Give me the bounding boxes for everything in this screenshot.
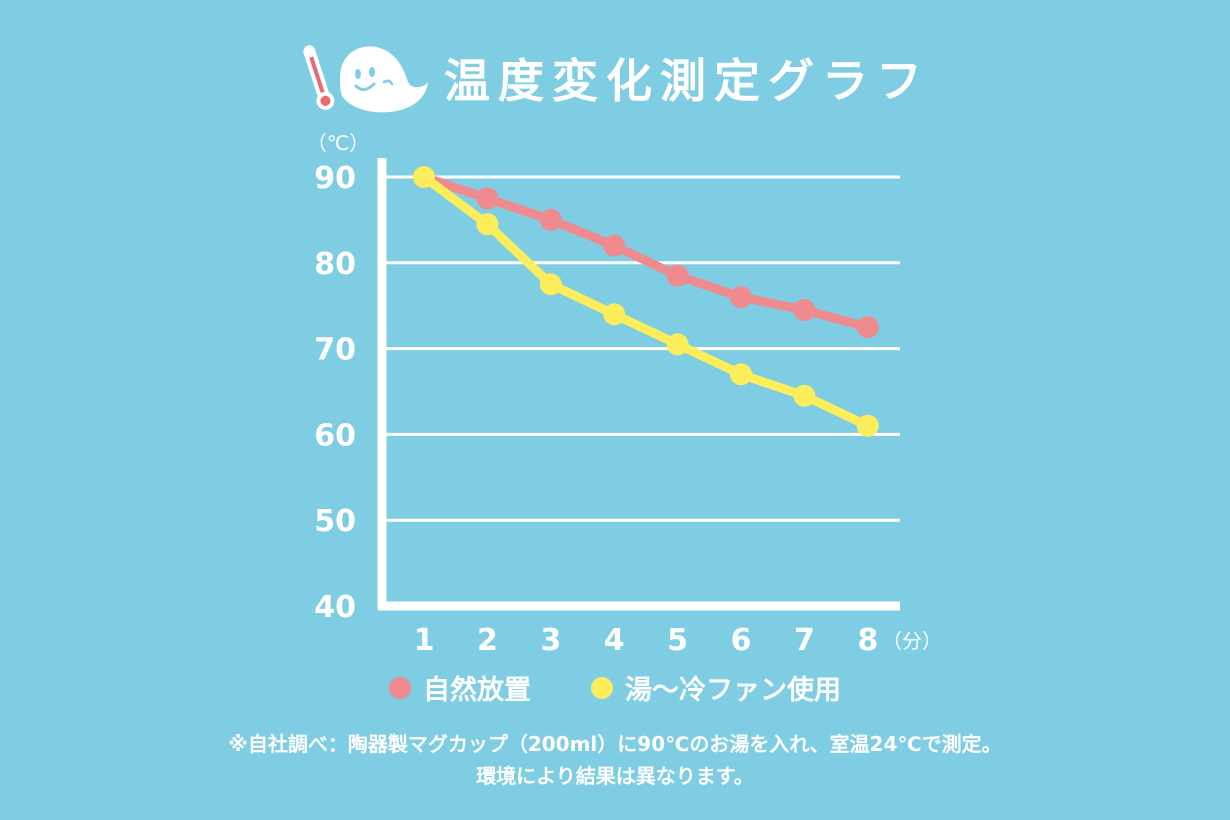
data-point-fan-4	[603, 303, 626, 326]
y-tick-label-80: 80	[314, 247, 356, 282]
x-tick-label-5: 5	[667, 623, 688, 658]
legend-label-fan: 湯～冷ファン使用	[625, 675, 841, 706]
data-point-fan-2	[476, 213, 499, 236]
title-row: 温度変化測定グラフ	[0, 38, 1230, 118]
series-line-fan	[419, 172, 873, 431]
data-point-natural-8	[856, 316, 879, 339]
y-tick-label-60: 60	[314, 418, 356, 453]
y-tick-label-40: 40	[314, 590, 356, 625]
grid-lines	[382, 175, 900, 522]
ghost-mascot-icon	[340, 46, 428, 113]
legend: 自然放置 湯～冷ファン使用	[0, 668, 1230, 707]
data-point-natural-2	[476, 187, 499, 210]
x-tick-label-4: 4	[604, 623, 625, 658]
thermometer-icon	[303, 45, 335, 110]
footnote-line-2: 環境により結果は異なります。	[476, 764, 754, 788]
x-axis-unit-label: （分）	[882, 629, 942, 653]
data-point-natural-6	[730, 286, 752, 309]
tick-labels: 90 80 70 60 50 40 （℃） 1 2 3 4 5 6 7 8 （分）	[307, 131, 942, 658]
chart-title: 温度変化測定グラフ	[444, 54, 930, 108]
legend-item-fan: 湯～冷ファン使用	[591, 668, 841, 707]
data-point-natural-5	[666, 264, 689, 287]
axes	[377, 158, 900, 611]
data-point-fan-3	[539, 273, 562, 296]
x-tick-label-6: 6	[731, 623, 752, 658]
y-tick-label-70: 70	[314, 333, 356, 368]
x-tick-label-3: 3	[540, 623, 561, 658]
series-natural	[413, 166, 879, 339]
title-icons	[300, 38, 430, 118]
y-tick-label-50: 50	[314, 504, 356, 539]
series-lines	[413, 166, 879, 437]
data-point-natural-4	[603, 234, 626, 257]
legend-label-natural: 自然放置	[423, 675, 531, 706]
legend-marker-natural	[389, 676, 411, 699]
data-point-fan-6	[730, 363, 752, 386]
footnote-line-1: ※自社調べ：陶器製マグカップ（200ml）に90℃のお湯を入れ、室温24℃で測定…	[228, 732, 1002, 756]
y-axis-unit-label: （℃）	[307, 131, 369, 155]
legend-item-natural: 自然放置	[389, 668, 531, 707]
data-point-fan-1	[413, 166, 435, 188]
x-tick-label-1: 1	[414, 623, 435, 658]
data-point-natural-3	[539, 208, 562, 231]
data-point-fan-5	[666, 333, 689, 356]
data-point-fan-8	[856, 414, 879, 437]
x-tick-label-2: 2	[477, 623, 498, 658]
data-point-fan-7	[793, 384, 816, 407]
series-fan	[413, 166, 879, 437]
x-tick-label-8: 8	[857, 623, 878, 658]
data-point-natural-7	[793, 298, 816, 321]
y-tick-label-90: 90	[314, 161, 356, 196]
legend-marker-fan	[591, 676, 613, 699]
x-tick-label-7: 7	[794, 623, 815, 658]
